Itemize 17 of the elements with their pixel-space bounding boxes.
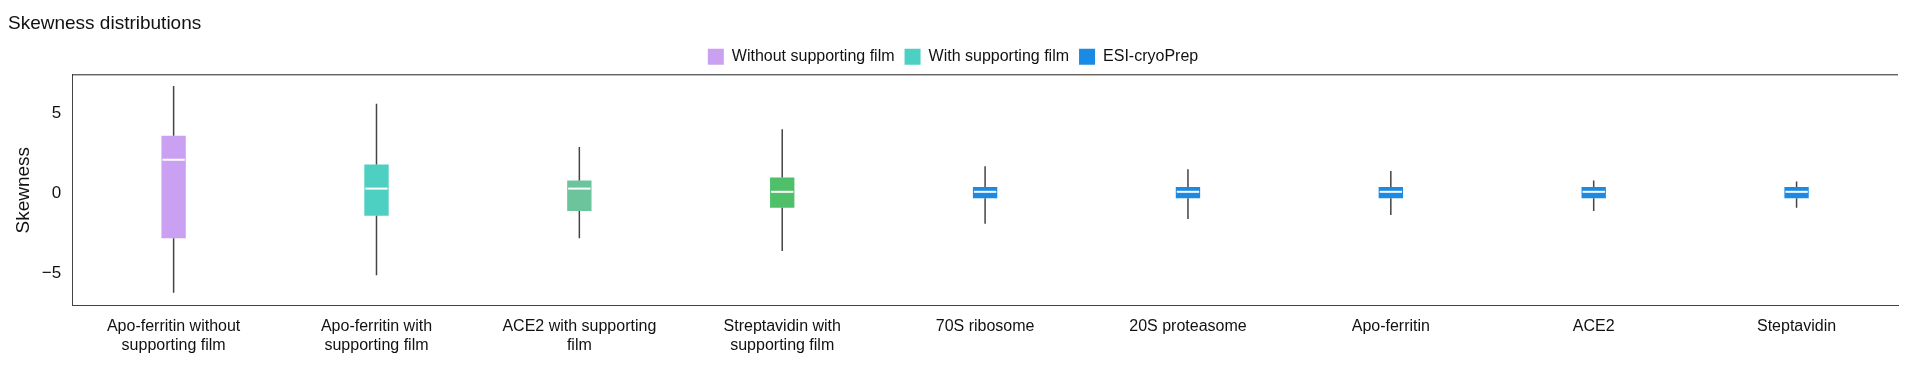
x-tick-label: 20S proteasome [1129, 316, 1247, 334]
y-tick-label: 5 [51, 102, 62, 122]
y-axis-title: Skewness [11, 146, 33, 234]
x-tick-label: Streptavidin with supporting film [723, 316, 841, 353]
x-tick-label: ACE2 with supporting film [502, 316, 657, 353]
x-tick-label: Apo-ferritin without supporting film [106, 316, 241, 353]
x-tick-label: Apo-ferritin with supporting film [320, 316, 433, 353]
y-tick-label: −5 [41, 263, 62, 283]
chart-title: Skewness distributions [8, 11, 202, 33]
legend-label: Without supporting film [731, 47, 895, 65]
y-tick-label: 0 [51, 183, 62, 203]
legend-label: ESI-cryoPrep [1103, 47, 1199, 65]
legend-label: With supporting film [928, 47, 1070, 65]
x-tick-label: ACE2 [1572, 316, 1615, 334]
x-tick-label: 70S ribosome [935, 316, 1035, 334]
x-tick-label: Apo-ferritin [1351, 316, 1430, 334]
x-tick-label: Steptavidin [1756, 316, 1837, 334]
